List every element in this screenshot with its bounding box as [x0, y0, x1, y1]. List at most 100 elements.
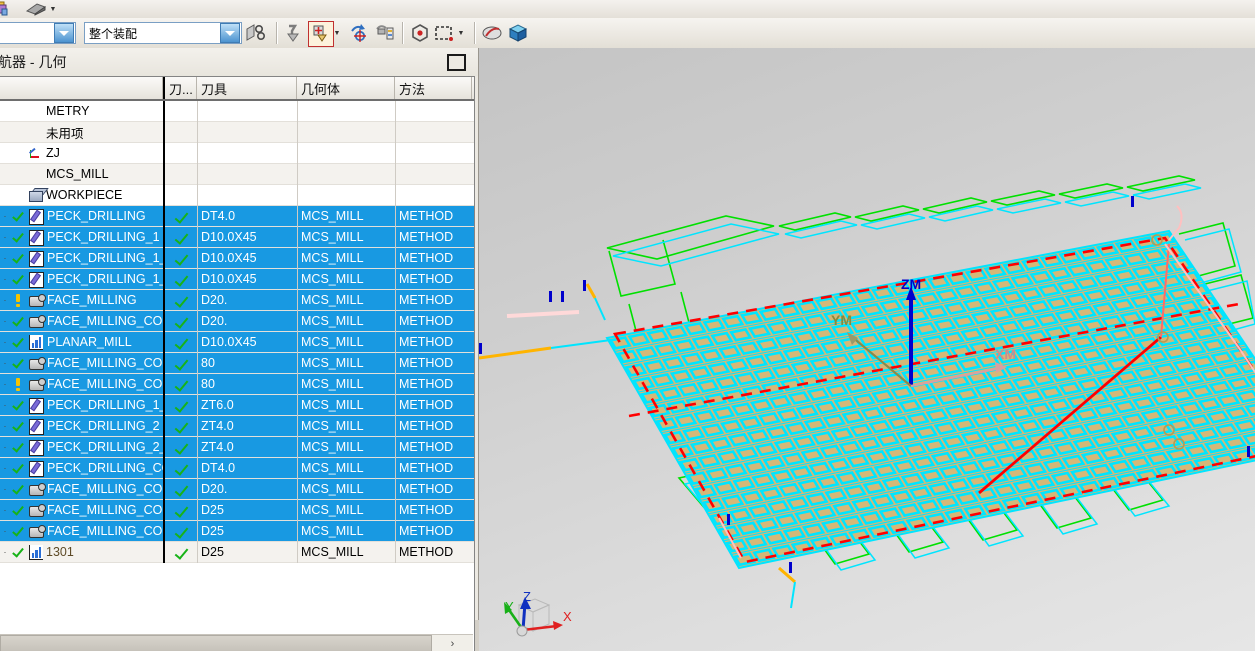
- assembly-scope-combo[interactable]: 整个装配: [84, 22, 242, 44]
- navigator-scope-combo[interactable]: 器: [0, 22, 76, 44]
- table-row[interactable]: · FACE_MILLING_CO... D20. MCS_MILL METHOD: [0, 311, 474, 332]
- table-row[interactable]: · FACE_MILLING D20. MCS_MILL METHOD: [0, 290, 474, 311]
- cell-operation-name[interactable]: · PECK_DRILLING_1_...: [0, 248, 163, 268]
- face-milling-icon: [26, 356, 46, 371]
- table-row[interactable]: · PECK_DRILLING_1_... D10.0X45 MCS_MILL METH…: [0, 248, 474, 269]
- cell-operation-name[interactable]: · FACE_MILLING_CO...: [0, 311, 163, 331]
- create-operation-icon[interactable]: [284, 21, 308, 45]
- create-method-chevron-icon[interactable]: ▼: [333, 29, 341, 37]
- cell-operation-name[interactable]: · PECK_DRILLING_2_...: [0, 437, 163, 457]
- table-row[interactable]: · 1301 D25 MCS_MILL METHOD: [0, 542, 474, 563]
- cut-status-check-icon: [175, 210, 187, 222]
- cell-operation-name[interactable]: · PECK_DRILLING_1: [0, 227, 163, 247]
- cell-tool: D25: [201, 545, 224, 559]
- graphics-viewport[interactable]: ZM YM XM X Y Z: [479, 48, 1255, 651]
- table-row[interactable]: · FACE_MILLING_COPY 80 MCS_MILL METHOD: [0, 353, 474, 374]
- table-row[interactable]: · FACE_MILLING_CO... D20. MCS_MILL METHOD: [0, 479, 474, 500]
- assembly-filter-icon[interactable]: [24, 0, 48, 21]
- maximize-panel-button[interactable]: [447, 54, 466, 71]
- cell-geometry: MCS_MILL: [301, 524, 364, 538]
- status-check-icon: [10, 420, 26, 432]
- cell-operation-name[interactable]: · PECK_DRILLING_2: [0, 416, 163, 436]
- rectangle-select-chevron-icon[interactable]: ▼: [457, 29, 465, 37]
- table-row[interactable]: · PECK_DRILLING_1_... D10.0X45 MCS_MILL METH…: [0, 269, 474, 290]
- rectangle-select-icon[interactable]: [432, 21, 456, 45]
- table-row[interactable]: · PECK_DRILLING_CO... DT4.0 MCS_MILL METHOD: [0, 458, 474, 479]
- tree-indent-marker: ·: [3, 379, 7, 389]
- table-row[interactable]: ZJ: [0, 143, 474, 164]
- cell-operation-name[interactable]: METRY: [0, 101, 163, 121]
- tree-indent-marker: ·: [3, 274, 7, 284]
- table-row[interactable]: · PECK_DRILLING_1 D10.0X45 MCS_MILL METHOD: [0, 227, 474, 248]
- table-row[interactable]: WORKPIECE: [0, 185, 474, 206]
- cell-cut-status: [163, 479, 197, 499]
- cell-operation-name[interactable]: · PECK_DRILLING: [0, 206, 163, 226]
- status-check-icon: [10, 546, 26, 558]
- cell-operation-name[interactable]: · PECK_DRILLING_CO...: [0, 458, 163, 478]
- cell-operation-name[interactable]: ZJ: [0, 143, 163, 163]
- planar-mill-icon: [26, 544, 46, 560]
- wcs-triad[interactable]: X Y Z: [501, 589, 581, 645]
- table-row[interactable]: MCS_MILL: [0, 164, 474, 185]
- point-constructor-icon[interactable]: [408, 21, 432, 45]
- cell-geometry: [297, 122, 395, 142]
- cell-operation-name[interactable]: · 1301: [0, 542, 163, 562]
- cell-operation-name[interactable]: 未用项: [0, 122, 163, 142]
- table-row[interactable]: · PLANAR_MILL D10.0X45 MCS_MILL METHOD: [0, 332, 474, 353]
- column-header-geometry[interactable]: 几何体: [297, 77, 395, 99]
- geometry-view-icon[interactable]: [0, 0, 16, 21]
- column-header-tool[interactable]: 刀具: [197, 77, 297, 99]
- column-header-name[interactable]: [0, 77, 163, 99]
- assembly-scope-dropdown-icon[interactable]: [220, 23, 240, 43]
- cell-operation-name[interactable]: · FACE_MILLING_CO...: [0, 500, 163, 520]
- status-check-icon: [10, 231, 26, 243]
- machine-tool-icon[interactable]: [374, 21, 398, 45]
- column-header-method[interactable]: 方法: [395, 77, 472, 99]
- cell-operation-name[interactable]: · FACE_MILLING_CO...: [0, 479, 163, 499]
- planar-mill-icon: [26, 334, 46, 350]
- table-row[interactable]: METRY: [0, 101, 474, 122]
- scroll-right-arrow-icon[interactable]: ›: [450, 637, 455, 650]
- tree-indent-marker: ·: [3, 295, 7, 305]
- table-row[interactable]: · PECK_DRILLING_1_... ZT6.0 MCS_MILL METHOD: [0, 395, 474, 416]
- wcs-y-label: Y: [505, 599, 514, 614]
- table-header-row: 刀... 刀具 几何体 方法: [0, 77, 474, 101]
- table-row[interactable]: · PECK_DRILLING_2 ZT4.0 MCS_MILL METHOD: [0, 416, 474, 437]
- cell-method: [395, 101, 472, 121]
- cell-cut-status: [163, 269, 197, 289]
- shaded-box-icon[interactable]: [506, 21, 530, 45]
- navigator-scope-dropdown-icon[interactable]: [54, 23, 74, 43]
- table-row[interactable]: · FACE_MILLING_CO... D25 MCS_MILL METHOD: [0, 521, 474, 542]
- table-row[interactable]: · PECK_DRILLING DT4.0 MCS_MILL METHOD: [0, 206, 474, 227]
- tree-indent-marker: ·: [3, 463, 7, 473]
- display-toggle-icon[interactable]: [480, 21, 504, 45]
- table-row[interactable]: 未用项: [0, 122, 474, 143]
- cut-status-check-icon: [175, 315, 187, 327]
- create-method-icon[interactable]: [308, 21, 334, 47]
- cell-operation-name[interactable]: · PECK_DRILLING_1_...: [0, 269, 163, 289]
- operation-name-label: ZJ: [46, 146, 60, 160]
- mcs-x-label: XM: [995, 346, 1016, 362]
- mcs-axis-icon: [26, 146, 46, 160]
- tree-horizontal-scrollbar[interactable]: ›: [0, 634, 473, 651]
- cell-operation-name[interactable]: · FACE_MILLING_COPY: [0, 353, 163, 373]
- cell-cut-status: [163, 143, 197, 163]
- tree-indent-marker: ·: [3, 547, 7, 557]
- cell-operation-name[interactable]: · FACE_MILLING_CO...: [0, 374, 163, 394]
- cell-operation-name[interactable]: · FACE_MILLING: [0, 290, 163, 310]
- cell-operation-name[interactable]: · PECK_DRILLING_1_...: [0, 395, 163, 415]
- cell-operation-name[interactable]: WORKPIECE: [0, 185, 163, 205]
- scrollbar-thumb[interactable]: [0, 635, 432, 651]
- cell-geometry: MCS_MILL: [301, 293, 364, 307]
- cell-operation-name[interactable]: · FACE_MILLING_CO...: [0, 521, 163, 541]
- cell-operation-name[interactable]: · PLANAR_MILL: [0, 332, 163, 352]
- column-header-cut[interactable]: 刀...: [163, 77, 197, 99]
- create-geometry-icon[interactable]: [244, 21, 268, 45]
- table-row[interactable]: · PECK_DRILLING_2_... ZT4.0 MCS_MILL METHOD: [0, 437, 474, 458]
- transform-icon[interactable]: [348, 21, 372, 45]
- table-row[interactable]: · FACE_MILLING_CO... D25 MCS_MILL METHOD: [0, 500, 474, 521]
- chevron-down-icon[interactable]: ▼: [49, 5, 57, 13]
- table-row[interactable]: · FACE_MILLING_CO... 80 MCS_MILL METHOD: [0, 374, 474, 395]
- mcs-triad: [847, 286, 1007, 388]
- cell-operation-name[interactable]: MCS_MILL: [0, 164, 163, 184]
